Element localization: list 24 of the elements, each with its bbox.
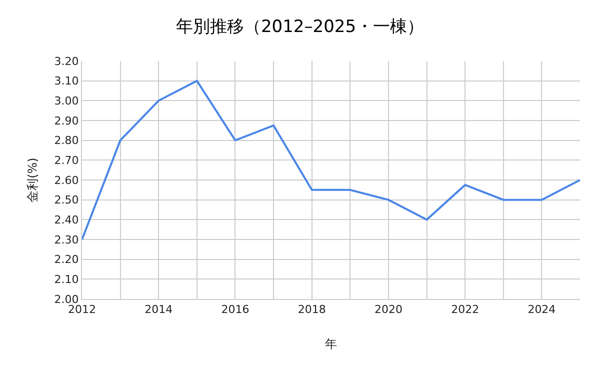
y-tick-label: 2.00 (54, 292, 79, 306)
x-tick-label: 2012 (68, 303, 96, 316)
y-tick-label: 3.10 (54, 74, 79, 88)
x-axis-title: 年 (325, 337, 337, 352)
x-tick-label: 2018 (298, 303, 326, 316)
line-series (82, 80, 580, 240)
y-tick-label: 2.70 (54, 154, 79, 168)
y-tick-label: 2.90 (54, 114, 79, 128)
y-tick-label: 2.30 (54, 233, 79, 246)
x-tick-label: 2022 (451, 303, 480, 316)
y-tick-label: 3.00 (54, 94, 79, 108)
x-tick-label: 2014 (144, 303, 173, 316)
y-tick-label: 2.40 (54, 214, 79, 227)
y-tick-label: 2.80 (54, 134, 79, 148)
y-axis-title: 金利(%) (26, 158, 40, 202)
y-tick-label: 2.10 (54, 273, 79, 286)
y-tick-label: 2.50 (54, 194, 79, 207)
x-tick-label: 2016 (221, 303, 250, 316)
x-tick-label: 2024 (528, 303, 556, 316)
chart-title: 年別推移（2012–2025・一棟） (176, 16, 424, 37)
y-tick-label: 2.20 (54, 253, 79, 266)
x-tick-label: 2020 (374, 303, 402, 316)
y-tick-label: 3.20 (54, 54, 79, 68)
y-tick-label: 2.60 (54, 174, 79, 187)
